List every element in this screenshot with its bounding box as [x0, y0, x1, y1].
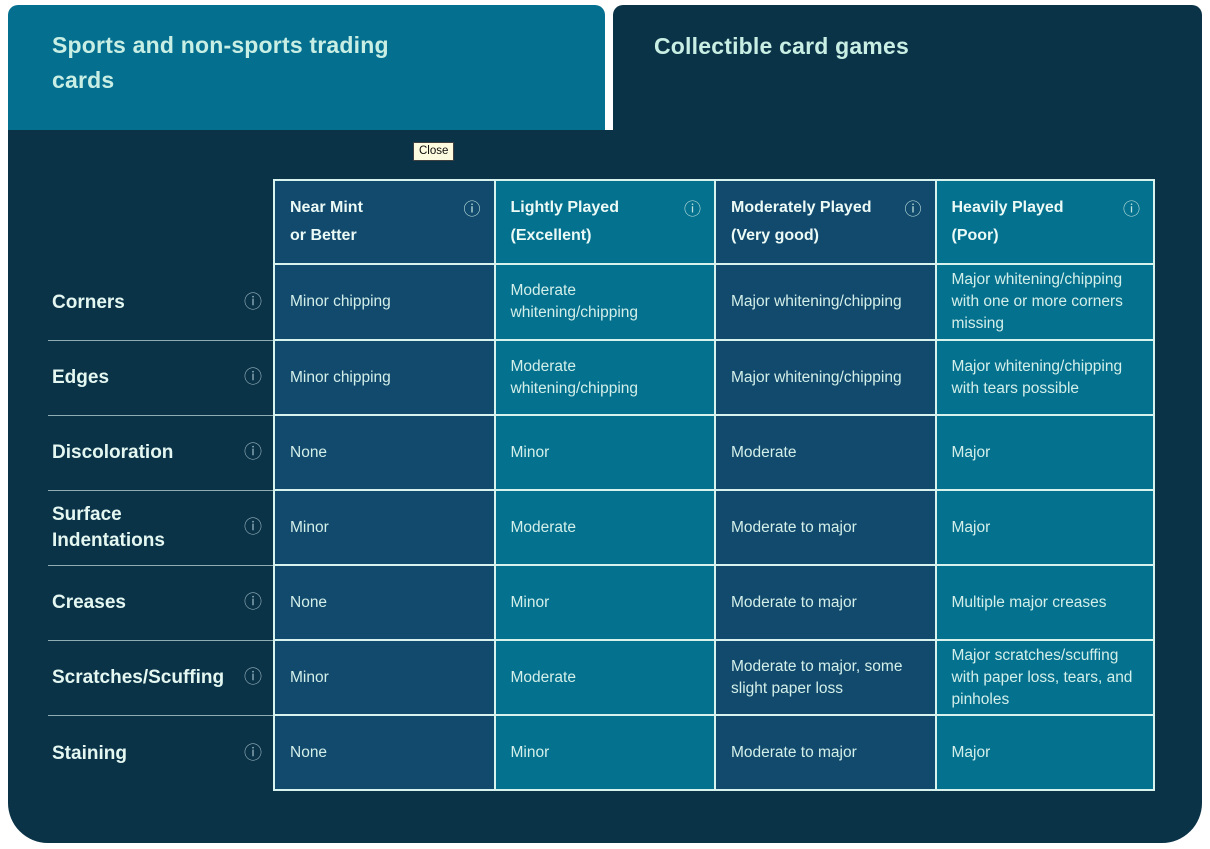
info-icon[interactable]: ⓘ	[244, 667, 262, 688]
cell-text: Minor	[510, 593, 550, 611]
row-header-label: Corners	[52, 291, 125, 313]
info-icon[interactable]: ⓘ	[1123, 200, 1140, 220]
table-cell: Major	[934, 716, 1155, 791]
cell-text: Major whitening/chipping with one or mor…	[951, 271, 1123, 332]
cell-text: Moderate to major, some slight paper los…	[731, 657, 903, 697]
table-cell: Major whitening/chipping	[714, 265, 935, 341]
cell-text: Moderate	[510, 518, 576, 536]
cell-text: Moderate whitening/chipping	[510, 282, 639, 321]
table-cell: Minor chipping	[273, 265, 494, 341]
info-icon[interactable]: ⓘ	[684, 200, 701, 220]
row-header-staining: Staining ⓘ	[48, 716, 273, 791]
table-cell: Major scratches/scuffing with paper loss…	[934, 641, 1155, 716]
info-icon[interactable]: ⓘ	[463, 200, 481, 220]
cell-text: Moderate whitening/chipping	[510, 357, 639, 397]
row-header-scratches-scuffing: Scratches/Scuffing ⓘ	[48, 641, 273, 716]
table-cell: Minor	[493, 716, 714, 791]
tab-collectible-card-games[interactable]: Collectible card games	[613, 5, 1202, 135]
info-icon[interactable]: ⓘ	[244, 367, 262, 388]
row-header-creases: Creases ⓘ	[48, 566, 273, 641]
cell-text: Major whitening/chipping	[731, 293, 902, 310]
table-cell: Moderate to major	[714, 716, 935, 791]
row-header-label: Surface Indentations	[52, 504, 165, 551]
cell-text: Major	[951, 518, 991, 536]
table-cell: Major whitening/chipping	[714, 341, 935, 416]
info-icon[interactable]: ⓘ	[244, 742, 262, 764]
info-icon[interactable]: ⓘ	[904, 200, 922, 220]
cell-text: Major whitening/chipping	[731, 368, 902, 386]
row-header-label: Creases	[52, 592, 126, 613]
cell-text: Moderate	[510, 668, 576, 686]
info-icon[interactable]: ⓘ	[244, 592, 262, 613]
column-header-heavily-played: Heavily Played (Poor) ⓘ	[934, 179, 1155, 265]
cell-text: Moderate	[731, 443, 797, 461]
row-header-label: Staining	[52, 742, 127, 764]
table-cell: None	[273, 416, 494, 491]
cell-text: Minor	[510, 443, 550, 461]
table-cell: Moderate whitening/chipping	[493, 341, 714, 416]
table-cell: Major	[934, 491, 1155, 566]
column-header-label: Heavily Played (Poor)	[951, 199, 1064, 244]
table-cell: Minor	[493, 416, 714, 491]
table-cell: Moderate whitening/chipping	[493, 265, 714, 341]
table-cell: Moderate	[493, 491, 714, 566]
row-header-label: Scratches/Scuffing	[52, 667, 225, 688]
row-header-discoloration: Discoloration ⓘ	[48, 416, 273, 491]
close-tooltip: Close	[413, 142, 455, 161]
table-cell: None	[273, 716, 494, 791]
table-cell: Minor	[273, 491, 494, 566]
column-header-moderately-played: Moderately Played (Very good) ⓘ	[714, 179, 935, 265]
cell-text: Moderate to major	[731, 743, 857, 761]
table-cell: Moderate to major	[714, 491, 935, 566]
column-header-label: Moderately Played (Very good)	[731, 199, 872, 244]
cell-text: Multiple major creases	[951, 593, 1107, 611]
info-icon[interactable]: ⓘ	[244, 517, 262, 538]
info-icon[interactable]: ⓘ	[244, 291, 262, 313]
table-cell: Minor	[493, 566, 714, 641]
cell-text: Moderate to major	[731, 518, 857, 536]
column-header-label: Lightly Played (Excellent)	[510, 199, 619, 244]
cell-text: None	[290, 743, 328, 761]
row-header-label: Discoloration	[52, 442, 174, 463]
table-cell: Multiple major creases	[934, 566, 1155, 641]
row-header-corners: Corners ⓘ	[48, 265, 273, 341]
cell-text: Major	[951, 443, 991, 461]
table-cell: Major	[934, 416, 1155, 491]
table-cell: Moderate to major	[714, 566, 935, 641]
column-header-lightly-played: Lightly Played (Excellent) ⓘ	[493, 179, 714, 265]
cell-text: None	[290, 593, 328, 611]
cell-text: Major scratches/scuffing with paper loss…	[951, 646, 1133, 708]
grading-table: Near Mint or Better ⓘ Lightly Played (Ex…	[48, 179, 1155, 791]
table-cell: Major whitening/chipping with one or mor…	[934, 265, 1155, 341]
row-header-edges: Edges ⓘ	[48, 341, 273, 416]
tab-label: Collectible card games	[654, 33, 909, 59]
table-cell: Moderate to major, some slight paper los…	[714, 641, 935, 716]
row-header-surface-indentations: Surface Indentations ⓘ	[48, 491, 273, 566]
cell-text: Major	[951, 743, 991, 761]
column-header-near-mint: Near Mint or Better ⓘ	[273, 179, 494, 265]
table-cell: Moderate	[714, 416, 935, 491]
cell-text: Minor chipping	[290, 293, 391, 310]
info-icon[interactable]: ⓘ	[244, 442, 262, 463]
cell-text: Major whitening/chipping with tears poss…	[951, 357, 1123, 397]
table-cell: Major whitening/chipping with tears poss…	[934, 341, 1155, 416]
tab-sports-trading-cards[interactable]: Sports and non-sports trading cards	[8, 5, 605, 130]
table-cell: Minor	[273, 641, 494, 716]
cell-text: None	[290, 443, 328, 461]
table-cell: Minor chipping	[273, 341, 494, 416]
cell-text: Moderate to major	[731, 593, 857, 611]
table-cell: None	[273, 566, 494, 641]
column-header-label: Near Mint or Better	[290, 199, 363, 244]
cell-text: Minor	[510, 743, 550, 761]
tab-label: Sports and non-sports trading cards	[52, 32, 389, 93]
cell-text: Minor	[290, 518, 329, 536]
table-cell: Moderate	[493, 641, 714, 716]
table-corner-spacer	[48, 179, 273, 265]
cell-text: Minor	[290, 668, 329, 686]
cell-text: Minor chipping	[290, 368, 391, 386]
row-header-label: Edges	[52, 367, 110, 388]
